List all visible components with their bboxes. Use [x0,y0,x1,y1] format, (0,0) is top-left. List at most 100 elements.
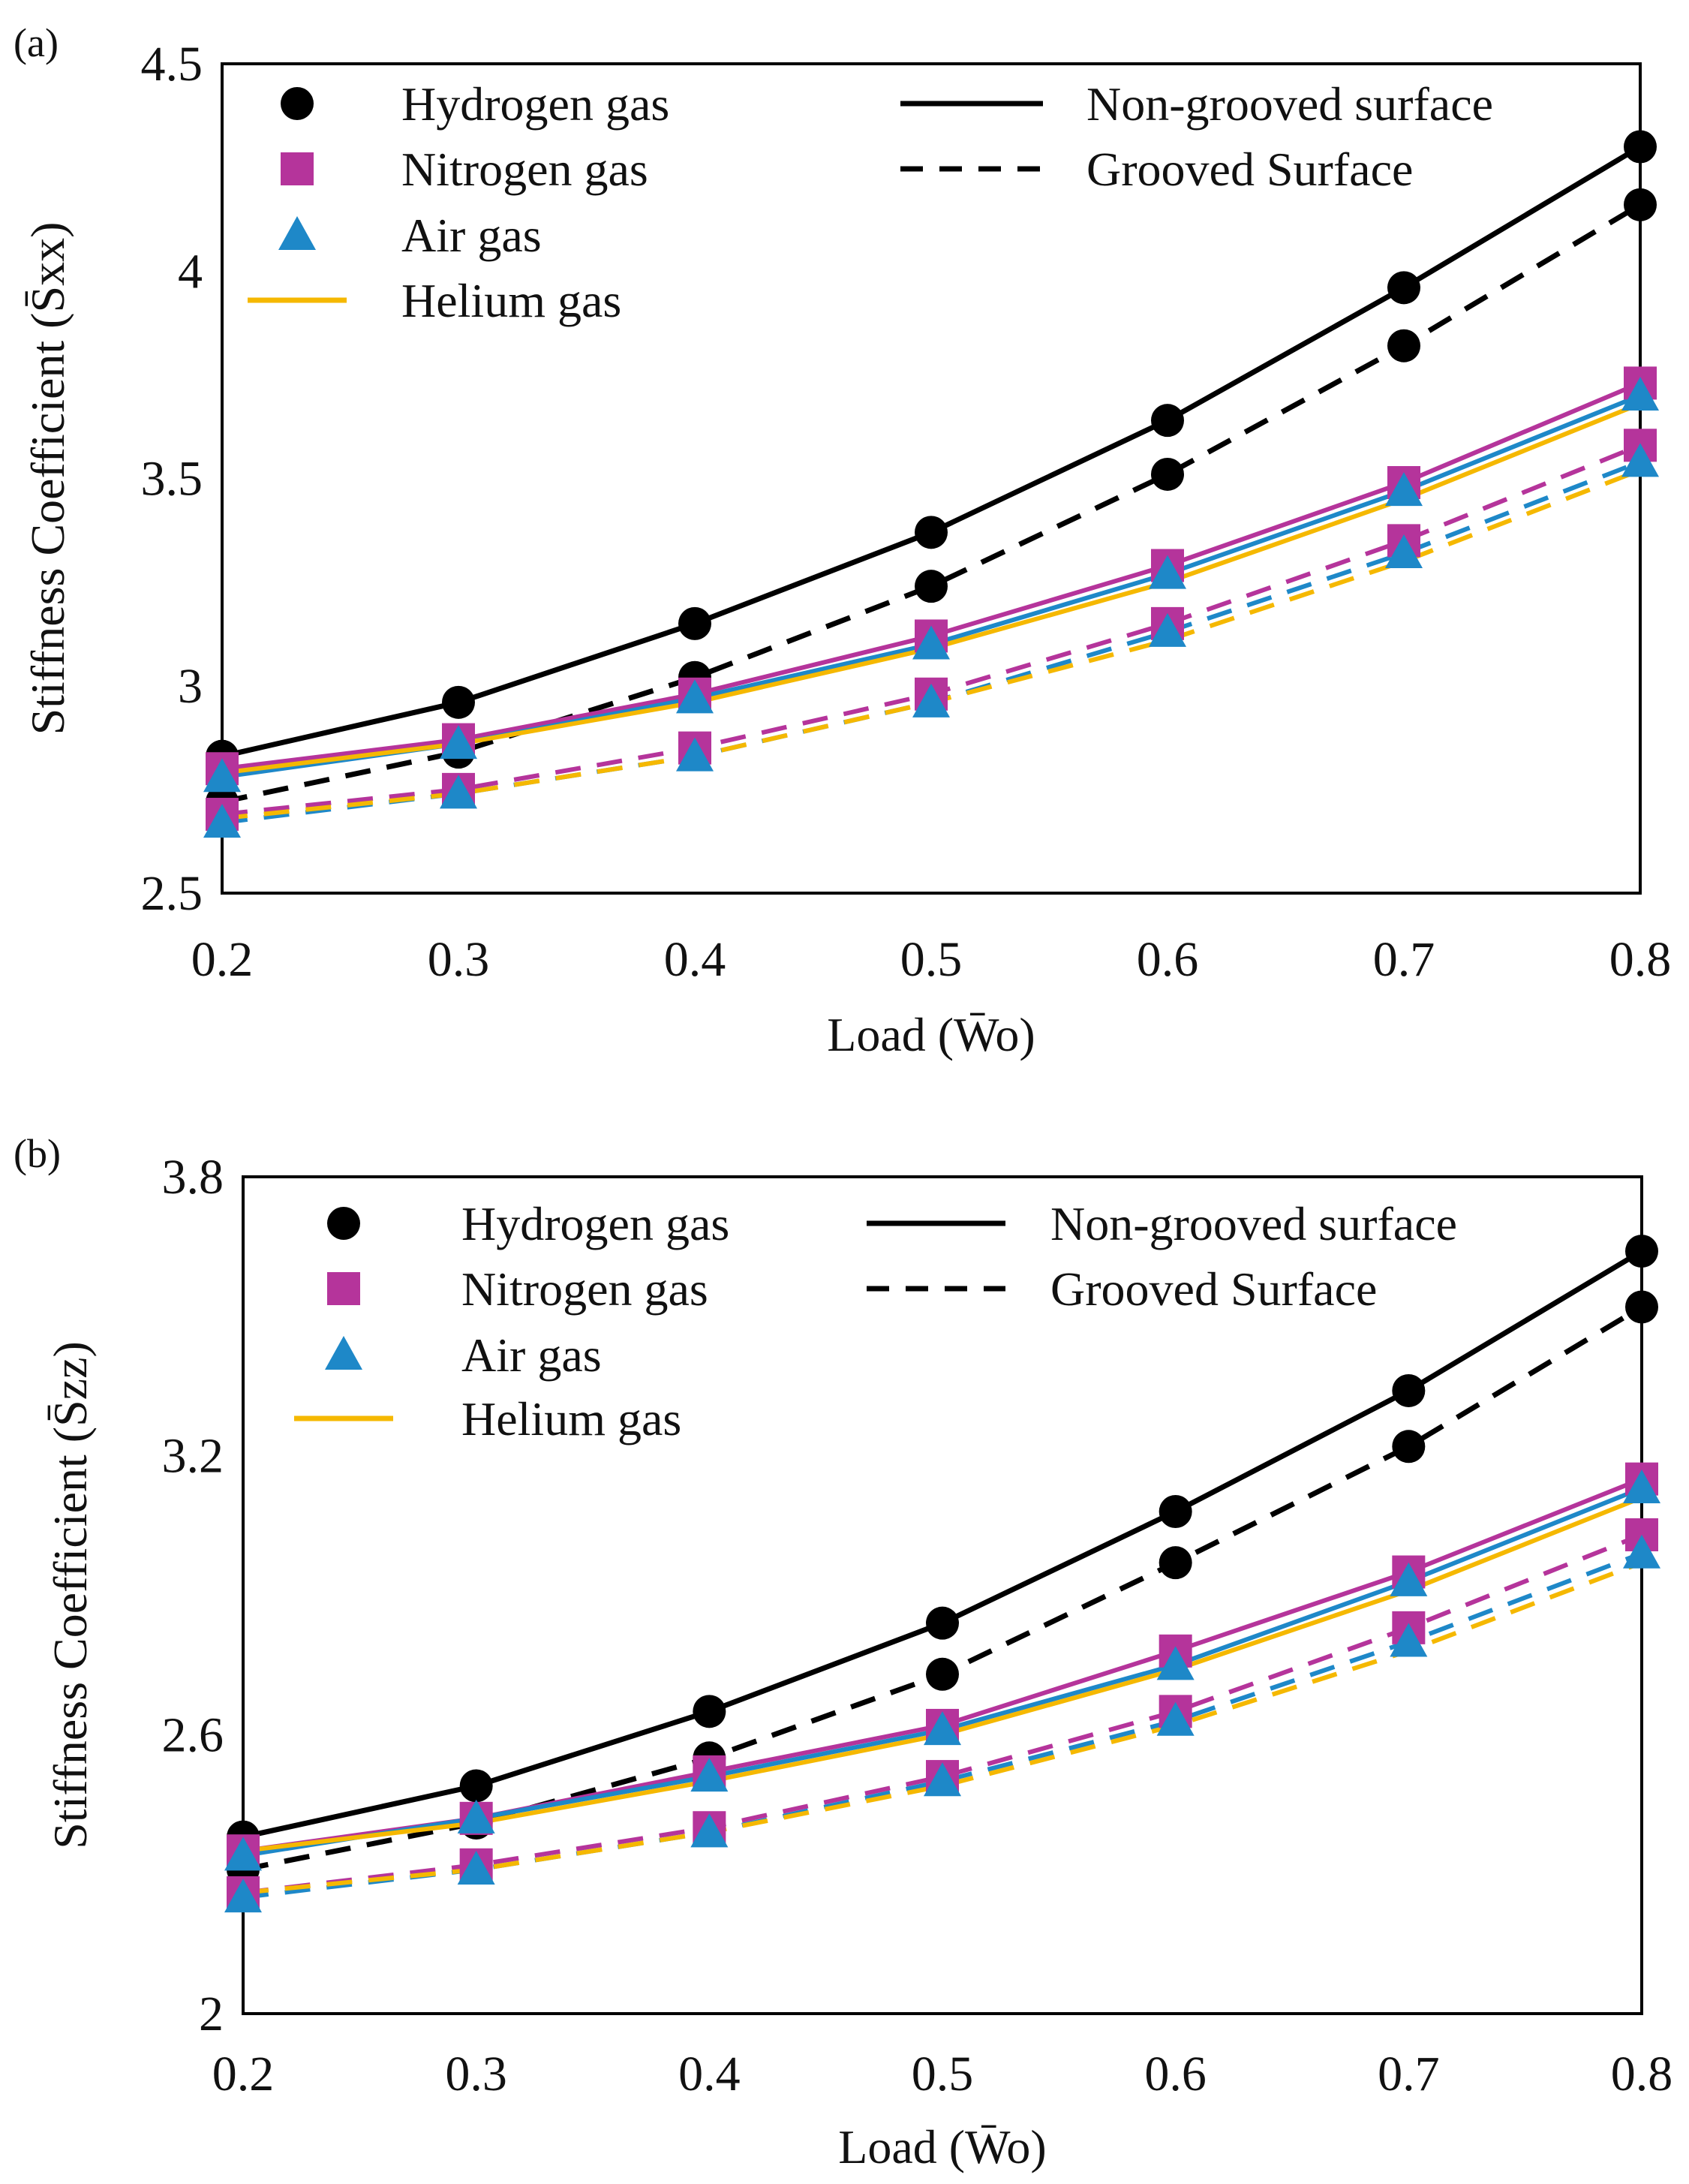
data-point-air-gas-non-grooved [203,758,241,793]
x-axis-label: Load (W̄o) [827,1008,1035,1061]
data-point-air-gas-grooved [924,1762,961,1797]
data-point-hydrogen-gas-grooved [926,1657,959,1691]
y-tick-label: 2 [199,1987,224,2041]
data-point-air-gas-non-grooved [1623,1470,1660,1504]
y-tick-label: 2.6 [162,1707,224,1762]
legend-swatch-air-gas [325,1336,362,1370]
data-point-air-gas-non-grooved [1390,1562,1428,1596]
data-point-air-gas-grooved [457,1850,495,1885]
data-point-air-gas-grooved [676,737,714,772]
y-axis-label: Stiffness Coefficient (S̄zz) [44,1341,97,1849]
series-line-hydrogen-gas-non-grooved [242,1249,1643,1840]
panel-label: (b) [14,1131,61,1176]
y-tick-label: 4 [178,244,203,299]
legend-label-helium-gas: Helium gas [461,1392,681,1445]
y-tick-label: 4.5 [141,37,203,92]
data-point-hydrogen-gas-non-grooved [1625,1235,1658,1268]
data-point-hydrogen-gas-grooved [915,570,948,603]
panel-label: (a) [14,20,59,65]
data-point-air-gas-non-grooved [924,1711,961,1746]
x-axis-label: Load (W̄o) [838,2120,1046,2173]
data-point-air-gas-grooved [203,804,241,838]
x-tick-label: 0.8 [1611,2047,1673,2101]
legend-swatch-hydrogen-gas [281,87,314,120]
x-tick-label: 0.6 [1144,2047,1207,2101]
x-tick-label: 0.2 [191,932,254,987]
data-point-air-gas-grooved [1385,534,1423,568]
data-point-air-gas-non-grooved [1385,472,1423,507]
legend-swatch-hydrogen-gas [327,1207,360,1240]
y-axis-label: Stiffness Coefficient (S̄xx) [21,222,74,736]
data-point-air-gas-non-grooved [1621,377,1659,411]
x-tick-label: 0.3 [428,932,490,987]
data-point-hydrogen-gas-non-grooved [915,516,948,549]
data-point-hydrogen-gas-non-grooved [1387,271,1420,305]
data-point-air-gas-grooved [1623,1534,1660,1569]
data-point-air-gas-non-grooved [912,625,950,660]
data-point-hydrogen-gas-non-grooved [1392,1373,1426,1407]
legend-swatch-nitrogen-gas [327,1272,360,1305]
x-tick-label: 0.6 [1137,932,1199,987]
data-point-air-gas-non-grooved [1156,1646,1195,1680]
data-point-air-gas-grooved [912,683,950,717]
legend-label-air-gas: Air gas [401,209,542,262]
legend-label-hydrogen-gas: Hydrogen gas [461,1197,729,1250]
y-tick-label: 3.5 [141,452,203,507]
data-point-air-gas-non-grooved [676,679,714,714]
legend-label-nitrogen-gas: Nitrogen gas [401,143,648,196]
data-point-hydrogen-gas-non-grooved [926,1606,959,1640]
data-point-air-gas-grooved [1149,612,1186,647]
data-point-air-gas-grooved [1156,1701,1195,1736]
x-tick-label: 0.7 [1373,932,1435,987]
data-point-hydrogen-gas-grooved [1151,457,1184,491]
data-point-hydrogen-gas-non-grooved [678,606,711,640]
x-tick-label: 0.4 [678,2047,741,2101]
x-tick-label: 0.7 [1378,2047,1440,2101]
x-tick-label: 0.5 [912,2047,974,2101]
data-point-hydrogen-gas-grooved [1624,188,1657,221]
legend-label-non-grooved-surface: Non-grooved surface [1050,1197,1457,1250]
data-point-hydrogen-gas-non-grooved [1151,404,1184,438]
chart-panel-b: (b) 0.2 0.3 0.4 0.5 0.6 0.7 0.8 2 2.6 3.2 3.8 Load (… [14,1131,1672,2173]
plot-frame [242,1175,1643,2015]
data-point-air-gas-non-grooved [690,1758,729,1792]
data-point-hydrogen-gas-non-grooved [693,1695,726,1728]
x-tick-label: 0.5 [900,932,963,987]
data-point-air-gas-non-grooved [1149,555,1186,589]
legend-swatch-air-gas [278,216,316,250]
y-tick-label: 3.2 [162,1429,224,1484]
legend-label-air-gas: Air gas [461,1328,602,1382]
data-point-air-gas-non-grooved [224,1837,262,1871]
legend-label-hydrogen-gas: Hydrogen gas [401,77,669,131]
data-point-air-gas-grooved [690,1813,729,1848]
data-point-air-gas-non-grooved [440,725,477,760]
data-point-hydrogen-gas-non-grooved [459,1769,493,1803]
legend-label-nitrogen-gas: Nitrogen gas [461,1262,708,1316]
x-tick-label: 0.4 [664,932,726,987]
data-point-air-gas-grooved [224,1879,262,1913]
data-point-air-gas-grooved [440,775,477,809]
x-tick-label: 0.2 [212,2047,275,2101]
y-tick-label: 2.5 [141,866,203,921]
legend-label-helium-gas: Helium gas [401,274,621,327]
data-point-hydrogen-gas-grooved [1625,1290,1658,1324]
data-point-air-gas-non-grooved [457,1799,495,1834]
data-point-hydrogen-gas-grooved [1387,329,1420,362]
data-point-air-gas-grooved [1621,443,1659,477]
x-tick-label: 0.3 [445,2047,507,2101]
plot-frame [221,62,1642,895]
legend-label-grooved-surface: Grooved Surface [1050,1262,1377,1316]
chart-panel-a: (a) 0.2 0.3 0.4 0.5 0.6 0.7 0.8 2.5 3 3.5 4 4.5 Load … [14,20,1671,1061]
data-point-hydrogen-gas-non-grooved [1159,1495,1192,1528]
data-point-hydrogen-gas-grooved [1392,1430,1426,1464]
data-point-air-gas-grooved [1390,1623,1428,1657]
legend-label-grooved-surface: Grooved Surface [1086,143,1413,196]
data-point-hydrogen-gas-grooved [1159,1546,1192,1580]
y-tick-label: 3.8 [162,1150,224,1205]
data-point-hydrogen-gas-non-grooved [1624,130,1657,164]
legend-swatch-nitrogen-gas [281,152,314,185]
data-point-hydrogen-gas-non-grooved [442,685,475,719]
legend-label-non-grooved-surface: Non-grooved surface [1086,77,1493,131]
y-tick-label: 3 [178,659,203,714]
